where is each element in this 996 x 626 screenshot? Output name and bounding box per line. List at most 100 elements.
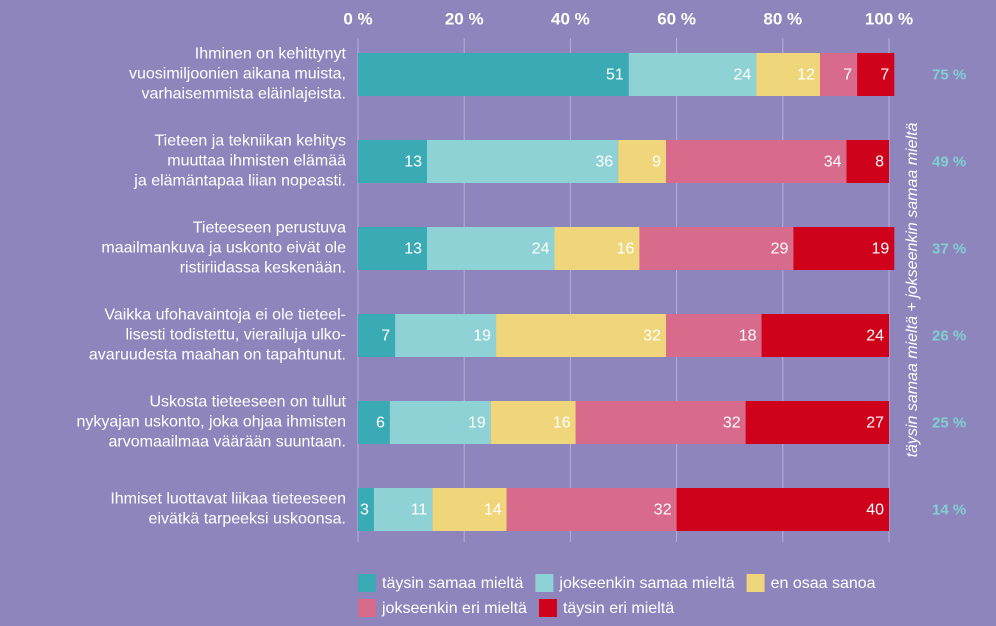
- value-label: 19: [473, 328, 491, 345]
- total-label: 14 %: [932, 501, 966, 518]
- value-label: 19: [468, 415, 486, 432]
- legend-label: jokseenkin samaa mieltä: [558, 575, 734, 592]
- x-tick-label: 20 %: [445, 9, 484, 28]
- total-label: 25 %: [932, 414, 966, 431]
- value-label: 32: [723, 415, 741, 432]
- category-label: ja elämäntapaa liian nopeasti.: [133, 173, 346, 190]
- bar-segment: [639, 227, 794, 270]
- bar-segment: [358, 140, 428, 183]
- bar-segment: [496, 314, 666, 357]
- value-label: 36: [595, 154, 613, 171]
- value-label: 24: [866, 328, 884, 345]
- bar-segment: [432, 488, 507, 531]
- bar-segment: [846, 140, 889, 183]
- bar-segment: [358, 227, 428, 270]
- legend-swatch: [358, 599, 376, 617]
- value-label: 6: [376, 415, 385, 432]
- value-label: 12: [797, 67, 815, 84]
- category-label: Ihmiset luottavat liikaa tieteeseen: [110, 491, 346, 508]
- value-label: 16: [617, 241, 635, 258]
- category-label: ristiriidassa keskenään.: [180, 260, 346, 277]
- x-tick-label: 60 %: [657, 9, 696, 28]
- value-label: 24: [733, 67, 751, 84]
- value-label: 29: [771, 241, 789, 258]
- bar-segment: [756, 53, 820, 96]
- category-label: Uskosta tieteeseen on tullut: [149, 394, 346, 411]
- value-label: 18: [739, 328, 757, 345]
- category-label: Vaikka ufohavaintoja ei ole tieteel-: [104, 307, 346, 324]
- value-label: 24: [532, 241, 550, 258]
- legend-label: täysin samaa mieltä: [382, 575, 523, 592]
- bar-segment: [793, 227, 895, 270]
- bar-segment: [358, 401, 390, 444]
- value-label: 34: [824, 154, 842, 171]
- category-label: muuttaa ihmisten elämää: [167, 153, 346, 170]
- bar-segment: [676, 488, 889, 531]
- value-label: 11: [411, 502, 428, 519]
- legend-label: täysin eri mieltä: [563, 600, 674, 617]
- value-label: 27: [866, 415, 884, 432]
- legend-swatch: [746, 574, 765, 592]
- value-label: 40: [866, 502, 884, 519]
- category-label: maailmankuva ja uskonto eivät ole: [101, 240, 346, 257]
- bar-segment: [554, 227, 640, 270]
- value-label: 7: [381, 328, 390, 345]
- bar-segment: [857, 53, 895, 96]
- bar-segment: [389, 401, 491, 444]
- category-label: avaruudesta maahan on tapahtunut.: [89, 347, 346, 364]
- value-label: 51: [606, 67, 624, 84]
- value-label: 19: [872, 241, 890, 258]
- right-axis-label: täysin samaa mieltä + jokseenkin samaa m…: [904, 122, 921, 457]
- value-label: 7: [843, 67, 852, 84]
- bar-segment: [628, 53, 757, 96]
- bar-segment: [358, 314, 396, 357]
- value-label: 9: [652, 154, 661, 171]
- value-label: 14: [484, 502, 502, 519]
- category-label: Ihminen on kehittynyt: [195, 46, 347, 63]
- value-label: 13: [404, 241, 422, 258]
- category-label: eivätkä tarpeeksi uskoonsa.: [149, 511, 346, 528]
- legend-swatch: [535, 574, 554, 592]
- bar-segment: [427, 227, 555, 270]
- total-label: 75 %: [932, 66, 966, 83]
- category-label: arvomaailmaa väärään suuntaan.: [109, 434, 346, 451]
- x-tick-label: 80 %: [763, 9, 802, 28]
- total-label: 37 %: [932, 240, 966, 257]
- bar-segment: [665, 314, 762, 357]
- value-label: 13: [404, 154, 422, 171]
- legend-swatch: [538, 599, 557, 617]
- bar-segment: [819, 53, 858, 96]
- category-label: Tieteen ja tekniikan kehitys: [154, 133, 346, 150]
- legend-swatch: [358, 574, 376, 592]
- category-label: varhaisemmista eläinlajeista.: [141, 86, 346, 103]
- bar-segment: [427, 140, 619, 183]
- bar-segment: [358, 53, 629, 96]
- x-tick-label: 100 %: [865, 9, 913, 28]
- legend-label: en osaa sanoa: [771, 575, 876, 592]
- value-label: 7: [880, 67, 889, 84]
- bar-segment: [575, 401, 746, 444]
- bar-segment: [665, 140, 847, 183]
- category-label: Tieteeseen perustuva: [193, 220, 346, 237]
- bar-segment: [506, 488, 677, 531]
- bar-segment: [373, 488, 433, 531]
- category-label: nykyajan uskonto, joka ohjaa ihmisten: [77, 414, 347, 431]
- bar-segment: [618, 140, 666, 183]
- value-label: 3: [360, 502, 369, 519]
- value-label: 8: [875, 154, 884, 171]
- bar-segment: [490, 401, 576, 444]
- bar-segment: [745, 401, 889, 444]
- total-label: 26 %: [932, 327, 966, 344]
- total-label: 49 %: [932, 153, 966, 170]
- category-label: vuosimiljoonien aikana muista,: [129, 66, 346, 83]
- bar-segment: [761, 314, 889, 357]
- legend-label: jokseenkin eri mieltä: [381, 600, 527, 617]
- bar-segment: [395, 314, 497, 357]
- x-tick-label: 0 %: [343, 9, 372, 28]
- x-tick-label: 40 %: [551, 9, 590, 28]
- value-label: 16: [553, 415, 571, 432]
- category-label: lisesti todistettu, vierailuja ulko-: [125, 327, 346, 344]
- value-label: 32: [643, 328, 661, 345]
- value-label: 32: [654, 502, 672, 519]
